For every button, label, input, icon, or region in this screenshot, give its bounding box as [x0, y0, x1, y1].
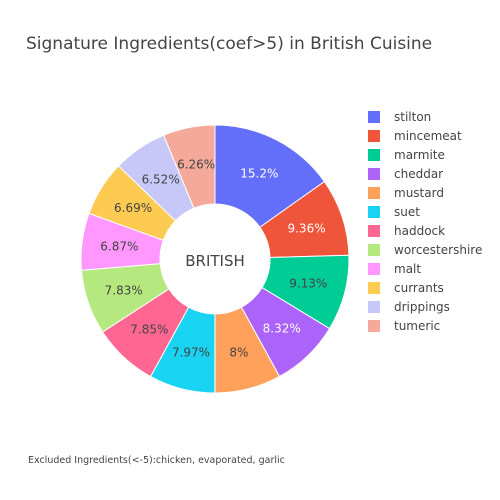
legend-item-drippings[interactable]: drippings	[368, 297, 482, 316]
chart-title: Signature Ingredients(coef>5) in British…	[26, 34, 433, 54]
legend-item-marmite[interactable]: marmite	[368, 145, 482, 164]
legend-swatch	[368, 205, 380, 218]
legend-label: marmite	[394, 147, 445, 162]
legend-label: cheddar	[394, 166, 444, 181]
legend-item-haddock[interactable]: haddock	[368, 221, 482, 240]
slice-label-mincemeat: 9.36%	[287, 221, 325, 235]
slice-label-stilton: 15.2%	[240, 166, 278, 180]
legend-label: haddock	[394, 223, 446, 238]
legend-swatch	[368, 243, 380, 256]
pie-slice-labels: 15.2% 9.36% 9.13% 8.32% 8% 7.97% 7.85% 7.83% 6.8…	[100, 157, 327, 359]
legend-item-malt[interactable]: malt	[368, 259, 482, 278]
slice-label-malt: 6.87%	[100, 239, 138, 253]
legend-item-stilton[interactable]: stilton	[368, 107, 482, 126]
legend-item-worcestershire[interactable]: worcestershire	[368, 240, 482, 259]
legend-swatch	[368, 319, 380, 332]
legend-item-mincemeat[interactable]: mincemeat	[368, 126, 482, 145]
excluded-ingredients-note: Excluded Ingredients(<-5):chicken, evapo…	[28, 455, 285, 466]
legend-label: currants	[394, 280, 444, 295]
legend-label: mincemeat	[394, 128, 462, 143]
legend-item-currants[interactable]: currants	[368, 278, 482, 297]
legend-label: suet	[394, 204, 420, 219]
legend-item-tumeric[interactable]: tumeric	[368, 316, 482, 335]
legend-swatch	[368, 300, 380, 313]
slice-label-marmite: 9.13%	[289, 277, 327, 291]
legend-swatch	[368, 167, 380, 180]
legend-label: stilton	[394, 109, 432, 124]
legend-item-suet[interactable]: suet	[368, 202, 482, 221]
legend-label: worcestershire	[394, 242, 483, 257]
legend-label: malt	[394, 261, 422, 276]
legend-swatch	[368, 281, 380, 294]
legend-label: mustard	[394, 185, 444, 200]
pie-slices	[80, 124, 350, 394]
slice-tumeric[interactable]	[162, 124, 216, 209]
legend-item-mustard[interactable]: mustard	[368, 183, 482, 202]
slice-label-drippings: 6.52%	[142, 172, 180, 186]
legend-label: tumeric	[394, 318, 441, 333]
slice-label-suet: 7.97%	[172, 345, 210, 359]
slice-stilton[interactable]	[214, 124, 326, 228]
legend-swatch	[368, 148, 380, 161]
center-label: BRITISH	[185, 252, 245, 270]
legend-item-cheddar[interactable]: cheddar	[368, 164, 482, 183]
slice-label-cheddar: 8.32%	[263, 322, 301, 336]
slice-label-tumeric: 6.26%	[177, 157, 215, 171]
slice-label-haddock: 7.85%	[130, 323, 168, 337]
legend-swatch	[368, 129, 380, 142]
legend-swatch	[368, 110, 380, 123]
slice-label-currants: 6.69%	[114, 201, 152, 215]
legend-label: drippings	[394, 299, 450, 314]
legend-swatch	[368, 186, 380, 199]
slice-label-mustard: 8%	[229, 345, 248, 359]
legend: stilton mincemeat marmite cheddar mustard sue…	[368, 107, 482, 335]
legend-swatch	[368, 224, 380, 237]
legend-swatch	[368, 262, 380, 275]
slice-label-worcestershire: 7.83%	[105, 283, 143, 297]
